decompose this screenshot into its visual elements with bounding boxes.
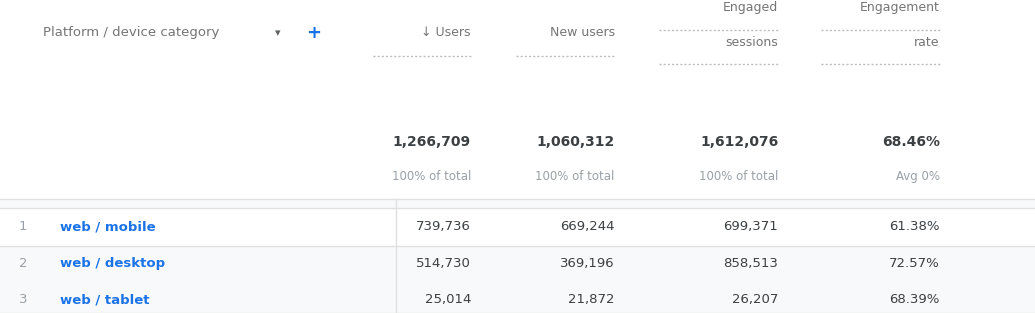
Text: 858,513: 858,513 xyxy=(723,257,778,270)
Text: ↓ Users: ↓ Users xyxy=(421,26,471,39)
Text: 669,244: 669,244 xyxy=(560,220,615,233)
Text: 25,014: 25,014 xyxy=(424,293,471,306)
Text: web / mobile: web / mobile xyxy=(60,220,155,233)
Text: ▾: ▾ xyxy=(275,28,280,38)
Text: 21,872: 21,872 xyxy=(568,293,615,306)
Text: Avg 0%: Avg 0% xyxy=(895,170,940,183)
Text: New users: New users xyxy=(550,26,615,39)
Text: 26,207: 26,207 xyxy=(732,293,778,306)
Text: web / desktop: web / desktop xyxy=(60,257,166,270)
Text: 514,730: 514,730 xyxy=(416,257,471,270)
Bar xyxy=(0,246,1035,313)
Text: 3: 3 xyxy=(19,293,27,306)
Text: Platform / device category: Platform / device category xyxy=(43,26,219,39)
Bar xyxy=(0,199,1035,208)
Text: Engagement: Engagement xyxy=(860,1,940,14)
Text: rate: rate xyxy=(914,36,940,49)
Text: 2: 2 xyxy=(19,257,27,270)
Text: 61.38%: 61.38% xyxy=(889,220,940,233)
Text: 68.46%: 68.46% xyxy=(882,136,940,149)
Text: web / tablet: web / tablet xyxy=(60,293,149,306)
Text: 1: 1 xyxy=(19,220,27,233)
Text: 369,196: 369,196 xyxy=(560,257,615,270)
Text: Engaged: Engaged xyxy=(723,1,778,14)
Text: 699,371: 699,371 xyxy=(723,220,778,233)
Text: 72.57%: 72.57% xyxy=(889,257,940,270)
Text: 100% of total: 100% of total xyxy=(699,170,778,183)
Text: 100% of total: 100% of total xyxy=(535,170,615,183)
Bar xyxy=(0,208,1035,246)
Text: 1,612,076: 1,612,076 xyxy=(700,136,778,149)
Text: +: + xyxy=(306,24,321,42)
Text: 68.39%: 68.39% xyxy=(889,293,940,306)
Text: sessions: sessions xyxy=(726,36,778,49)
Text: 100% of total: 100% of total xyxy=(391,170,471,183)
Text: 1,060,312: 1,060,312 xyxy=(536,136,615,149)
Text: 739,736: 739,736 xyxy=(416,220,471,233)
Text: 1,266,709: 1,266,709 xyxy=(393,136,471,149)
